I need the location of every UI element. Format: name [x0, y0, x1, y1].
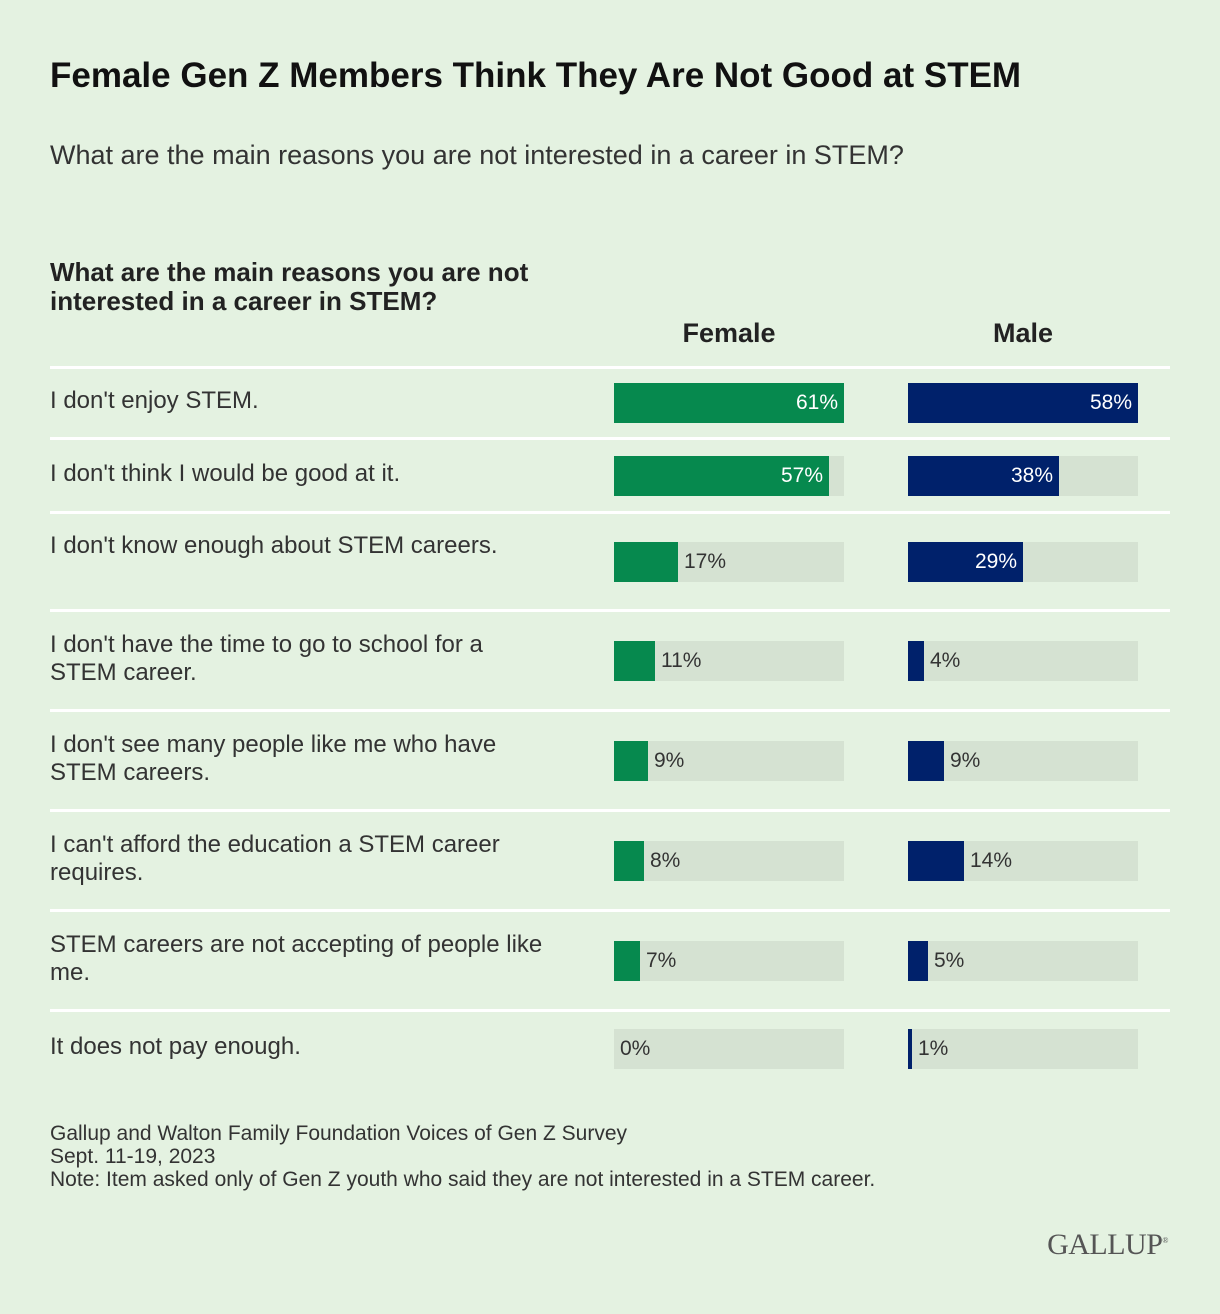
value-label: 9%	[654, 748, 685, 772]
dates-text: Sept. 11-19, 2023	[50, 1145, 216, 1168]
category-label: It does not pay enough.	[50, 1033, 301, 1060]
bar-track: 8%	[614, 840, 844, 881]
value-label: 0%	[620, 1037, 651, 1060]
value-label: 58%	[1089, 391, 1132, 414]
bar-track: 9%	[908, 740, 1138, 781]
bar-track: 14%	[908, 840, 1138, 881]
bar-track: 1%	[908, 1029, 1138, 1069]
value-label: 1%	[918, 1037, 949, 1060]
value-label: 5%	[934, 948, 965, 972]
row-separator	[50, 1009, 1170, 1012]
value-label: 7%	[646, 948, 677, 972]
bar-track: 57%	[614, 455, 844, 496]
value-label: 4%	[930, 648, 961, 672]
bar-track: 0%	[614, 1029, 844, 1069]
bar-female	[614, 383, 844, 423]
bar-track: 7%	[614, 940, 844, 981]
value-label: 11%	[661, 648, 702, 672]
bar-track: 58%	[908, 383, 1138, 423]
bar-female	[614, 455, 829, 496]
category-label: I don't have the time to go to school fo…	[50, 630, 483, 686]
bar-male	[908, 455, 1059, 496]
category-label: I don't enjoy STEM.	[50, 387, 259, 414]
value-label: 9%	[950, 748, 981, 772]
bar-female	[614, 840, 644, 881]
row-separator	[50, 909, 1170, 912]
bar-track: 11%	[614, 640, 844, 681]
note-text: Note: Item asked only of Gen Z youth who…	[50, 1168, 876, 1191]
row-separator	[50, 437, 1170, 440]
source-text: Gallup and Walton Family Foundation Voic…	[50, 1122, 628, 1145]
row-separator	[50, 511, 1170, 514]
category-label: I don't know enough about STEM careers.	[50, 531, 498, 559]
bar-track: 29%	[908, 541, 1138, 582]
bar-male	[908, 541, 1023, 582]
row-separator	[50, 366, 1170, 369]
bar-track: 5%	[908, 940, 1138, 981]
value-label: 29%	[974, 549, 1017, 573]
footer: Gallup and Walton Family Foundation Voic…	[50, 1122, 875, 1191]
bar-male	[908, 383, 1138, 423]
chart-title: Female Gen Z Members Think They Are Not …	[50, 56, 1022, 95]
chart-subtitle: What are the main reasons you are not in…	[50, 140, 904, 170]
value-label: 8%	[650, 848, 681, 872]
bar-male	[908, 740, 944, 781]
column-header: What are the main reasons you are not in…	[50, 257, 529, 316]
series-header-female: Female	[682, 318, 776, 348]
bar-male	[908, 940, 928, 981]
bar-track: 61%	[614, 383, 844, 423]
bar-male	[908, 840, 964, 881]
bar-female	[614, 640, 655, 681]
bar-female	[614, 940, 640, 981]
series-header-male: Male	[992, 318, 1054, 348]
bar-female	[614, 740, 648, 781]
row-separator	[50, 809, 1170, 812]
bar-track: 17%	[614, 541, 844, 582]
category-label: STEM careers are not accepting of people…	[50, 930, 543, 986]
gallup-logo: GALLUP®	[1047, 1228, 1168, 1261]
row-separator	[50, 709, 1170, 712]
bar-track: 9%	[614, 740, 844, 781]
value-label: 38%	[1010, 463, 1053, 487]
category-label: I don't think I would be good at it.	[50, 459, 401, 487]
value-label: 14%	[970, 848, 1013, 872]
value-label: 17%	[684, 549, 727, 573]
value-label: 57%	[780, 463, 823, 487]
value-label: 61%	[795, 391, 838, 414]
category-label: I don't see many people like me who have…	[50, 730, 497, 786]
bar-male	[908, 640, 924, 681]
row-separator	[50, 609, 1170, 612]
bar-male	[908, 1029, 912, 1069]
bar-track: 4%	[908, 640, 1138, 681]
bar-track: 38%	[908, 455, 1138, 496]
bar-female	[614, 541, 678, 582]
category-label: I can't afford the education a STEM care…	[50, 830, 500, 886]
